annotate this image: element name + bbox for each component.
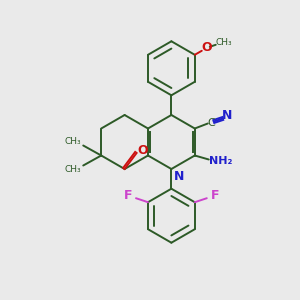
Text: F: F [124, 189, 132, 202]
Text: N: N [174, 170, 184, 184]
Text: F: F [211, 189, 219, 202]
Text: CH₃: CH₃ [65, 165, 82, 174]
Text: N: N [222, 109, 232, 122]
Text: CH₃: CH₃ [215, 38, 232, 47]
Text: O: O [137, 145, 148, 158]
Text: O: O [202, 41, 212, 54]
Text: C: C [207, 118, 214, 128]
Text: CH₃: CH₃ [65, 137, 82, 146]
Text: NH₂: NH₂ [209, 157, 232, 166]
